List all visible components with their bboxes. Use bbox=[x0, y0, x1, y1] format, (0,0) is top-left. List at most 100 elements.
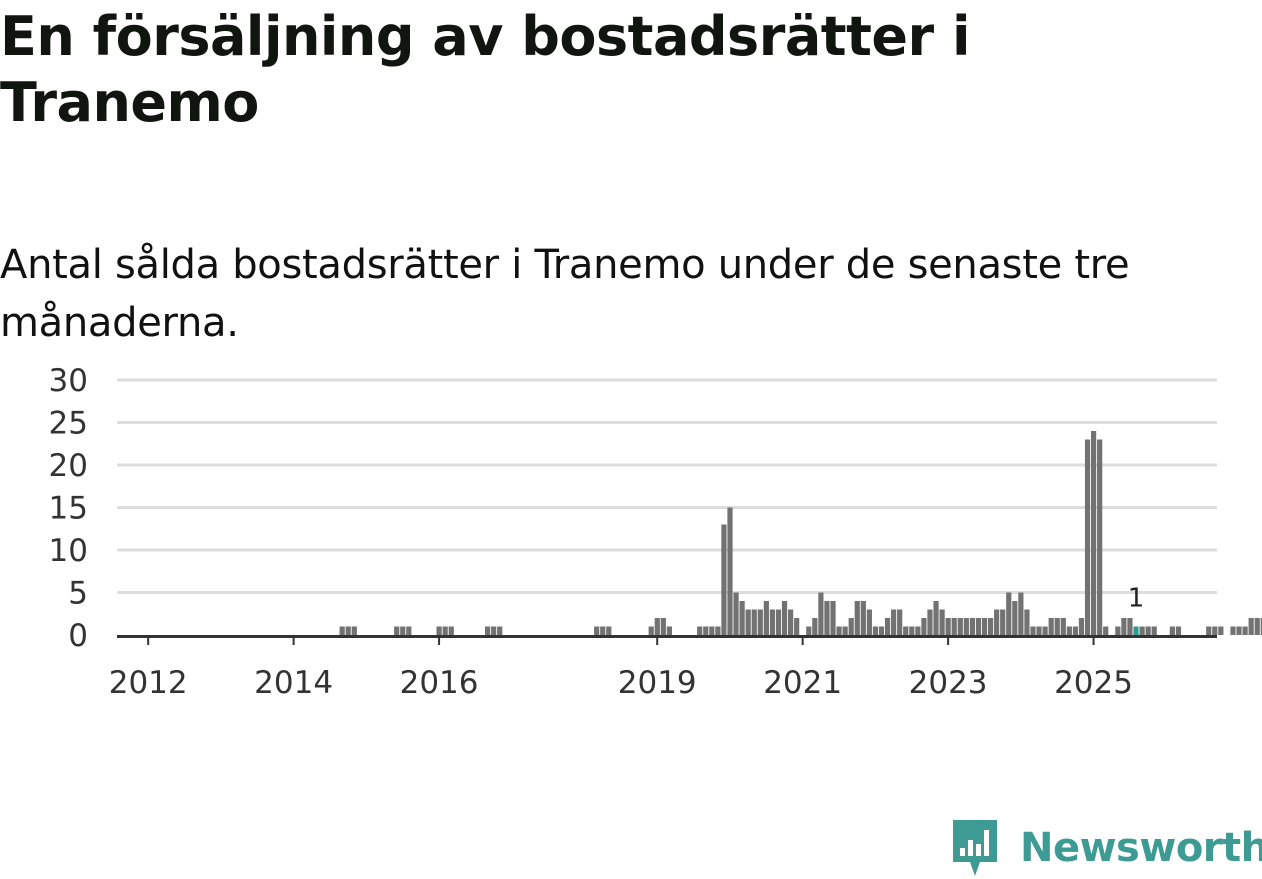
bar bbox=[751, 609, 757, 635]
y-tick-labels: 0 5 10 15 20 25 30 bbox=[49, 363, 88, 654]
bar bbox=[957, 618, 963, 635]
bar bbox=[939, 609, 945, 635]
bar bbox=[757, 609, 763, 635]
bar bbox=[733, 592, 739, 635]
bar bbox=[812, 618, 818, 635]
bar bbox=[763, 601, 769, 635]
bar bbox=[1078, 618, 1085, 635]
y-tick-label: 30 bbox=[49, 363, 88, 399]
bar bbox=[1169, 626, 1175, 635]
bar bbox=[806, 626, 812, 635]
bar bbox=[788, 609, 794, 635]
bar bbox=[775, 609, 782, 635]
bar bbox=[697, 626, 703, 635]
bar bbox=[727, 507, 733, 635]
chart-title: En försäljning av bostadsrätter i Tranem… bbox=[0, 5, 970, 134]
bar bbox=[969, 618, 975, 635]
bar bbox=[594, 626, 600, 635]
bar bbox=[715, 626, 721, 635]
bar bbox=[769, 609, 776, 635]
bar bbox=[1236, 626, 1242, 635]
bar bbox=[1212, 626, 1218, 635]
bar bbox=[781, 601, 788, 635]
bar bbox=[406, 626, 412, 635]
chart-subtitle: Antal sålda bostadsrätter i Tranemo unde… bbox=[0, 242, 1130, 346]
bar bbox=[1115, 626, 1121, 635]
x-tick-label: 2019 bbox=[618, 665, 697, 701]
newsworthy-logo: Newsworthy bbox=[950, 818, 1262, 878]
bar bbox=[848, 618, 854, 635]
bar bbox=[1024, 609, 1030, 635]
bar bbox=[1175, 626, 1182, 635]
bar bbox=[1084, 439, 1091, 635]
bar bbox=[394, 626, 400, 635]
bar bbox=[491, 626, 497, 635]
data-labels: 1 bbox=[1128, 584, 1145, 614]
bar bbox=[660, 618, 666, 635]
bar bbox=[1000, 609, 1006, 635]
bar bbox=[1151, 626, 1157, 635]
x-tick-label: 2021 bbox=[763, 665, 842, 701]
bar bbox=[739, 601, 745, 635]
bar bbox=[1206, 626, 1212, 635]
bar bbox=[933, 601, 939, 635]
bar bbox=[648, 626, 654, 635]
bar bbox=[497, 626, 503, 635]
bar bbox=[891, 609, 897, 635]
bar bbox=[345, 626, 351, 635]
bar bbox=[909, 626, 915, 635]
y-gridlines bbox=[117, 378, 1217, 594]
y-tick-label: 5 bbox=[68, 576, 88, 612]
bar bbox=[745, 609, 751, 635]
bar bbox=[1036, 626, 1042, 635]
bar bbox=[915, 626, 921, 635]
bar bbox=[1254, 618, 1260, 635]
bar bbox=[721, 524, 727, 635]
bar bbox=[666, 626, 672, 635]
y-tick-label: 20 bbox=[49, 448, 88, 484]
bar bbox=[485, 626, 491, 635]
x-tick-label: 2023 bbox=[909, 665, 988, 701]
bar bbox=[1066, 626, 1072, 635]
bar bbox=[1054, 618, 1060, 635]
bar bbox=[436, 626, 442, 635]
bar bbox=[878, 626, 885, 635]
highlight-bar bbox=[1133, 626, 1139, 635]
y-tick-label: 10 bbox=[49, 533, 88, 569]
x-tick-label: 2012 bbox=[109, 665, 188, 701]
bar bbox=[1012, 601, 1018, 635]
bar bbox=[854, 601, 860, 635]
bar bbox=[1042, 626, 1048, 635]
bar bbox=[1060, 618, 1066, 635]
brand-name: Newsworthy bbox=[1020, 825, 1262, 871]
bar bbox=[1091, 431, 1097, 635]
bar bbox=[442, 626, 448, 635]
bar bbox=[818, 592, 824, 635]
bar bbox=[794, 618, 800, 635]
bar bbox=[1139, 626, 1145, 635]
bar bbox=[927, 609, 933, 635]
highlight-data-label: 1 bbox=[1128, 584, 1145, 614]
bar bbox=[709, 626, 715, 635]
bar bbox=[994, 609, 1000, 635]
bar bbox=[830, 601, 836, 635]
bar bbox=[866, 609, 872, 635]
bar bbox=[1230, 626, 1236, 635]
bar bbox=[981, 618, 988, 635]
bar bbox=[987, 618, 994, 635]
y-tick-label: 0 bbox=[68, 618, 88, 654]
bar bbox=[654, 618, 660, 635]
bar bbox=[600, 626, 606, 635]
bar bbox=[1127, 618, 1133, 635]
bar bbox=[824, 601, 830, 635]
bar bbox=[842, 626, 848, 635]
x-tick-label: 2025 bbox=[1054, 665, 1133, 701]
bar bbox=[1242, 626, 1248, 635]
x-tick-label: 2016 bbox=[400, 665, 479, 701]
bar bbox=[448, 626, 454, 635]
bar bbox=[1048, 618, 1054, 635]
bar bbox=[400, 626, 406, 635]
newsworthy-logo-icon bbox=[953, 820, 997, 876]
bar bbox=[897, 609, 903, 635]
bar bbox=[1145, 626, 1151, 635]
